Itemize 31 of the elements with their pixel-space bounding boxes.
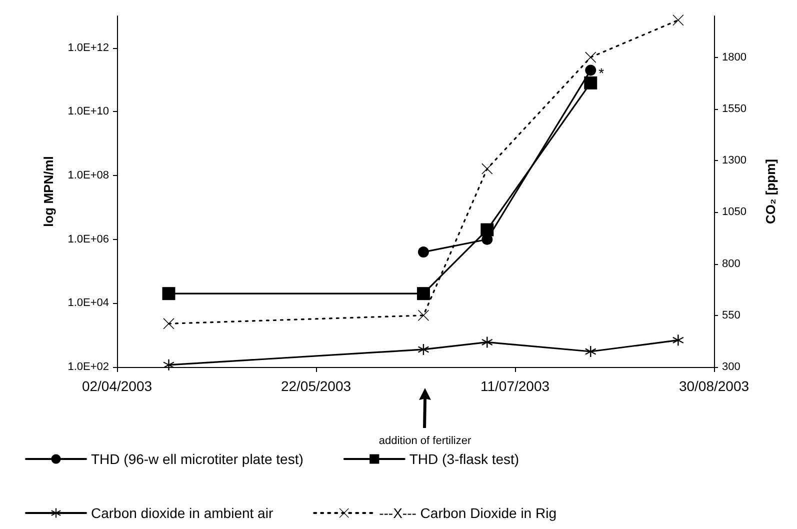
y-tick-label: 1.0E+12 xyxy=(68,42,109,54)
text: addition of fertilizer xyxy=(378,435,472,447)
point xyxy=(418,246,429,258)
y2-tick-label: 1550 xyxy=(722,102,746,115)
y2-axis-title: CO₂ [ppm] xyxy=(763,159,778,224)
point xyxy=(585,64,596,76)
annotation: * xyxy=(598,64,604,81)
y2-tick-label: 800 xyxy=(722,258,740,270)
legend-label: THD (3-flask test) xyxy=(409,451,520,467)
y2-tick-label: 1800 xyxy=(722,51,746,64)
y2-tick-label: 300 xyxy=(722,361,740,373)
y-tick-label: 1.0E+04 xyxy=(68,297,109,310)
x-tick-label: 22/05/2003 xyxy=(280,378,352,394)
legend-label: Carbon dioxide in ambient air xyxy=(91,505,274,521)
y2-tick-label: 1050 xyxy=(722,206,746,218)
point xyxy=(480,223,494,236)
y-tick-label: 1.0E+06 xyxy=(68,233,109,246)
y-tick-label: 1.0E+02 xyxy=(68,361,109,373)
point xyxy=(162,287,176,300)
y2-tick-label: 550 xyxy=(722,309,740,322)
x-tick-label: 11/07/2003 xyxy=(480,378,550,394)
point xyxy=(416,287,430,300)
x-tick-label: 30/08/2003 xyxy=(678,378,750,394)
legend-label: THD (96-w ell microtiter plate test) xyxy=(91,451,304,467)
y-axis-title: log MPN/ml xyxy=(41,156,56,227)
y-tick-label: 1.0E+08 xyxy=(68,170,109,182)
point xyxy=(584,76,598,90)
x-tick-label: 02/04/2003 xyxy=(82,378,152,394)
legend-label: ---X--- Carbon Dioxide in Rig xyxy=(379,505,556,521)
y-tick-label: 1.0E+10 xyxy=(68,106,109,118)
y2-tick-label: 1300 xyxy=(722,154,746,167)
